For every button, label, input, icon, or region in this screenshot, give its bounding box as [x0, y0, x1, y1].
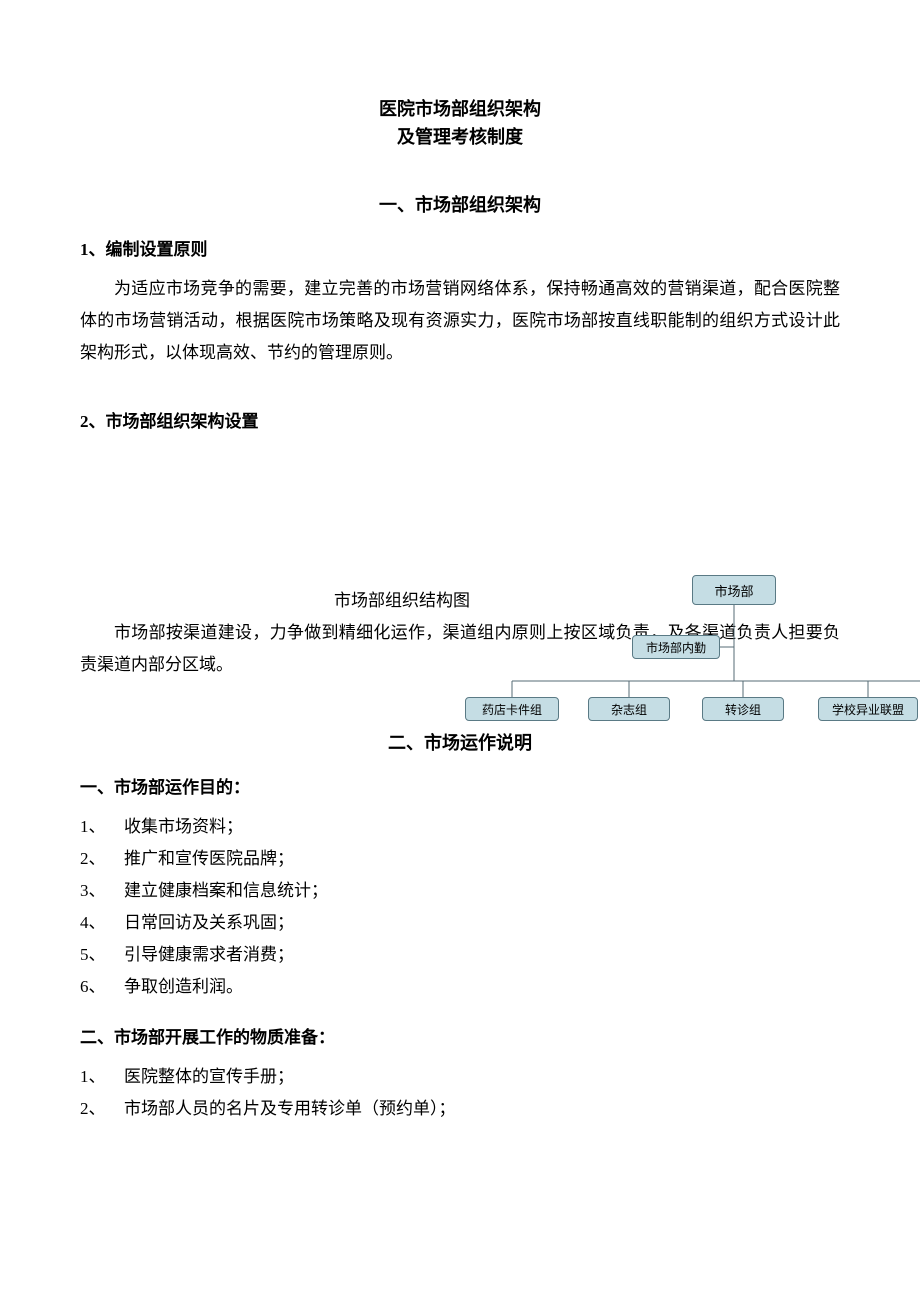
- list-item: 1、医院整体的宣传手册；: [80, 1061, 840, 1093]
- doc-title-line2: 及管理考核制度: [80, 123, 840, 151]
- list-num: 1、: [80, 1061, 124, 1093]
- list-text: 市场部人员的名片及专用转诊单（预约单）；: [124, 1093, 840, 1125]
- list-text: 引导健康需求者消费；: [124, 939, 840, 971]
- org-node-top: 市场部: [692, 575, 776, 605]
- list-num: 6、: [80, 971, 124, 1003]
- list-item: 6、争取创造利润。: [80, 971, 840, 1003]
- section1-sub2-heading: 2、市场部组织架构设置: [80, 407, 840, 437]
- section2-sub2-heading: 二、市场部开展工作的物质准备：: [80, 1023, 840, 1053]
- list-text: 日常回访及关系巩固；: [124, 907, 840, 939]
- list-num: 2、: [80, 1093, 124, 1125]
- list-item: 2、市场部人员的名片及专用转诊单（预约单）；: [80, 1093, 840, 1125]
- spacer: [80, 387, 840, 407]
- list-text: 医院整体的宣传手册；: [124, 1061, 840, 1093]
- list-text: 收集市场资料；: [124, 811, 840, 843]
- section2: 二、市场运作说明 一、市场部运作目的： 1、收集市场资料； 2、推广和宣传医院品…: [80, 729, 840, 1125]
- list-item: 3、建立健康档案和信息统计；: [80, 875, 840, 907]
- list-num: 1、: [80, 811, 124, 843]
- org-node-leaf: 杂志组: [588, 697, 670, 721]
- chart-caption: 市场部组织结构图: [334, 585, 470, 617]
- list-text: 建立健康档案和信息统计；: [124, 875, 840, 907]
- org-node-leaf: 学校异业联盟: [818, 697, 918, 721]
- spacer: [80, 1003, 840, 1023]
- org-chart: 市场部 市场部内勤 药店卡件组 杂志组 转诊组 学校异业联盟: [460, 575, 920, 745]
- list-num: 4、: [80, 907, 124, 939]
- list-num: 2、: [80, 843, 124, 875]
- doc-title-line1: 医院市场部组织架构: [80, 95, 840, 123]
- list-text: 争取创造利润。: [124, 971, 840, 1003]
- section2-sub1-heading: 一、市场部运作目的：: [80, 773, 840, 803]
- list-text: 推广和宣传医院品牌；: [124, 843, 840, 875]
- list-item: 2、推广和宣传医院品牌；: [80, 843, 840, 875]
- list-item: 4、日常回访及关系巩固；: [80, 907, 840, 939]
- org-node-leaf: 药店卡件组: [465, 697, 559, 721]
- list-item: 1、收集市场资料；: [80, 811, 840, 843]
- spacer: [80, 445, 840, 585]
- section1-sub1-paragraph: 为适应市场竞争的需要，建立完善的市场营销网络体系，保持畅通高效的营销渠道，配合医…: [80, 273, 840, 369]
- doc-title-block: 医院市场部组织架构 及管理考核制度: [80, 95, 840, 151]
- org-node-leaf: 转诊组: [702, 697, 784, 721]
- list-num: 5、: [80, 939, 124, 971]
- section2-sub1-list: 1、收集市场资料； 2、推广和宣传医院品牌； 3、建立健康档案和信息统计； 4、…: [80, 811, 840, 1003]
- section1-sub1-heading: 1、编制设置原则: [80, 235, 840, 265]
- org-node-staff: 市场部内勤: [632, 635, 720, 659]
- section1-heading: 一、市场部组织架构: [80, 191, 840, 217]
- list-num: 3、: [80, 875, 124, 907]
- section2-sub2-list: 1、医院整体的宣传手册； 2、市场部人员的名片及专用转诊单（预约单）；: [80, 1061, 840, 1125]
- list-item: 5、引导健康需求者消费；: [80, 939, 840, 971]
